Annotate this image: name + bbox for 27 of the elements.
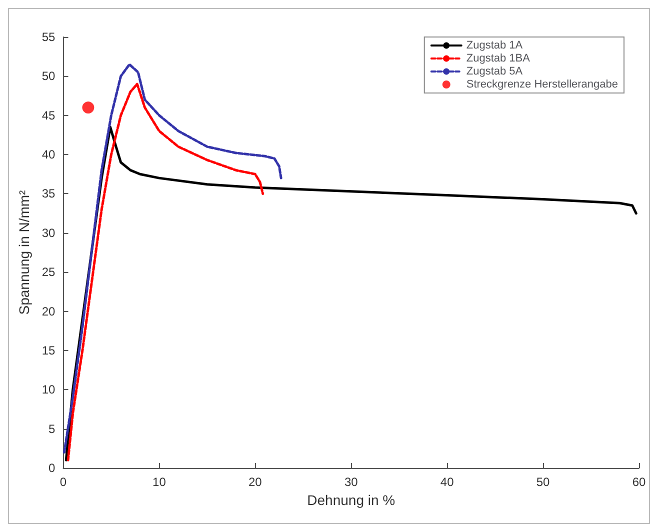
y-axis-title: Spannung in N/mm² [16, 190, 32, 315]
y-tick-label: 45 [42, 108, 56, 122]
y-tick-label: 20 [42, 304, 56, 318]
y-tick-label: 15 [42, 343, 56, 358]
x-tick-label: 10 [152, 475, 166, 489]
line-series [66, 82, 264, 462]
legend-label: Streckgrenze Herstellerangabe [466, 78, 618, 90]
legend-label: Zugstab 1A [466, 40, 524, 52]
y-tick-label: 25 [42, 265, 56, 280]
y-tick-label: 30 [42, 226, 56, 240]
y-tick-label: 5 [48, 422, 56, 436]
x-axis-title: Dehnung in % [307, 492, 396, 508]
legend-label: Zugstab 1BA [466, 52, 531, 64]
x-tick-label: 30 [344, 475, 358, 489]
y-tick-label: 10 [42, 382, 56, 397]
x-tick-label: 50 [536, 475, 550, 489]
y-tick-label: 0 [48, 461, 56, 475]
x-tick-label: 0 [60, 475, 67, 489]
y-tick-label: 50 [42, 69, 56, 84]
y-tick-label: 35 [42, 186, 56, 201]
x-tick-label: 60 [632, 475, 646, 489]
legend-label: Zugstab 5A [466, 66, 524, 78]
y-tick-label: 55 [42, 30, 56, 44]
x-tick-label: 40 [440, 475, 454, 489]
line-series [62, 63, 282, 454]
y-tick-label: 40 [42, 148, 56, 162]
x-tick-label: 20 [248, 475, 262, 489]
